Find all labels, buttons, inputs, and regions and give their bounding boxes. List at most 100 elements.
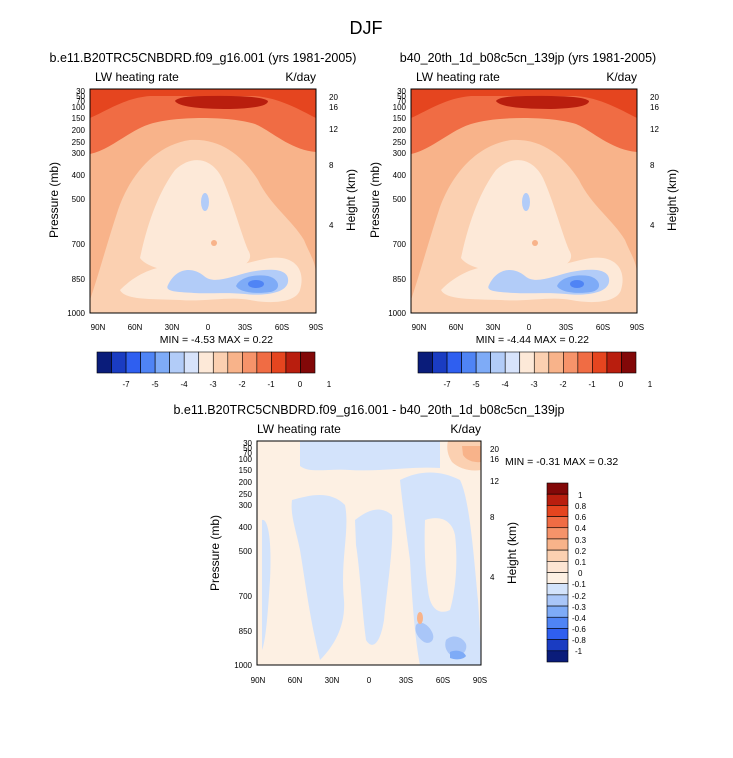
panel-b-colorbar-label: -7 <box>443 380 451 389</box>
panel-b-colorbar-label: -5 <box>472 380 480 389</box>
panel-a-x-ticks: 90N 60N 30N 0 30S 60S 90S <box>91 323 323 332</box>
panel-c-colorbar-label: -0.1 <box>572 580 586 589</box>
panel-c-y-tick: 250 <box>239 490 253 499</box>
panel-a-min-max: MIN = -4.53 MAX = 0.22 <box>160 334 273 346</box>
panel-a-y-tick: 850 <box>72 275 86 284</box>
panel-b-right-label: K/day <box>606 70 637 84</box>
panel-b-height-tick: 16 <box>650 103 659 112</box>
panel-b-right-ticks: 20 16 12 8 4 <box>650 93 659 230</box>
colorbar-box <box>111 351 127 374</box>
panel-c-surface-warm <box>417 612 423 624</box>
panel-b-right-axis-label: Height (km) <box>665 169 679 231</box>
colorbar-box <box>546 628 569 640</box>
panel-c-colorbar-label: 0.4 <box>575 524 587 533</box>
panel-c-colorbar: 1 0.8 0.6 0.4 0.3 0.2 0.1 0 -0.1 -0.2 -0… <box>546 482 587 663</box>
panel-b-y-tick: 500 <box>393 195 407 204</box>
panel-b-y-tick: 70 <box>397 97 406 106</box>
panel-a-height-tick: 20 <box>329 93 338 102</box>
panel-c-frame <box>256 440 482 666</box>
panel-c-surface-cold <box>415 622 434 643</box>
colorbar-box <box>546 516 569 529</box>
panel-c-y-tick: 100 <box>239 455 253 464</box>
panel-c-colorbar-label: -0.4 <box>572 614 586 623</box>
panel-c-height-tick: 4 <box>490 573 495 582</box>
colorbar-box <box>490 351 506 374</box>
panel-a-field <box>90 89 316 313</box>
panel-c-y-tick: 150 <box>239 466 253 475</box>
panel-c-colorbar-label: -0.6 <box>572 625 586 634</box>
panel-a-colorbar-label: 0 <box>298 380 303 389</box>
panel-b-y-ticks: 30 50 70 100 150 200 250 300 400 500 700… <box>388 87 406 318</box>
panel-a-x-tick: 60S <box>275 323 289 332</box>
colorbar-box <box>621 351 637 374</box>
panel-b-mid-cold-patch <box>522 193 530 211</box>
panel-c-tropics-cold-column <box>291 495 347 660</box>
panel-c-upper-cold <box>300 441 440 471</box>
panel-b-y-tick: 250 <box>393 138 407 147</box>
panel-c-colorbar-label: 0.2 <box>575 547 587 556</box>
panel-b-height-tick: 8 <box>650 161 655 170</box>
panel-a-x-tick: 30N <box>165 323 180 332</box>
panel-c-colorbar-label: -0.3 <box>572 603 586 612</box>
panel-a-y-axis-label: Pressure (mb) <box>47 162 61 238</box>
panel-a-y-tick: 150 <box>72 114 86 123</box>
panel-a-tropics-level <box>140 160 251 274</box>
figure-title: DJF <box>350 18 383 38</box>
colorbar-box <box>546 594 569 607</box>
panel-c-y-tick: 50 <box>243 444 252 453</box>
colorbar-box <box>546 561 569 573</box>
panel-a-y-tick: 700 <box>72 240 86 249</box>
panel-b-y-tick: 30 <box>397 87 406 96</box>
panel-a-y-tick: 300 <box>72 149 86 158</box>
colorbar-box <box>504 351 521 374</box>
panel-c-x-tick: 90N <box>251 676 266 685</box>
colorbar-box <box>169 351 185 374</box>
colorbar-box <box>271 351 287 374</box>
colorbar-box <box>533 351 550 374</box>
panel-a-colorbar-label: -4 <box>180 380 188 389</box>
colorbar-box <box>300 351 316 374</box>
panel-c-x-tick: 60S <box>436 676 450 685</box>
panel-a-colorbar: -7 -5 -4 -3 -2 -1 0 1 <box>96 351 332 389</box>
panel-c-colorbar-label: 0.3 <box>575 536 587 545</box>
panel-a-y-tick: 30 <box>76 87 85 96</box>
panel-c-height-tick: 16 <box>490 455 499 464</box>
colorbar-box <box>432 351 448 374</box>
panel-a-height-tick: 16 <box>329 103 338 112</box>
panel-c-title: b.e11.B20TRC5CNBDRD.f09_g16.001 - b40_20… <box>173 403 564 417</box>
panel-b-title: b40_20th_1d_b08c5cn_139jp (yrs 1981-2005… <box>400 51 656 65</box>
panel-c-field <box>257 441 481 665</box>
colorbar-box <box>183 351 200 374</box>
panel-b-x-tick: 0 <box>527 323 532 332</box>
panel-c-y-tick: 70 <box>243 449 252 458</box>
panel-c-colorbar-label: 0.1 <box>575 558 587 567</box>
panel-c-y-tick: 300 <box>239 501 253 510</box>
colorbar-box <box>475 351 491 374</box>
panel-c-height-tick: 20 <box>490 445 499 454</box>
panel-b-y-tick: 300 <box>393 149 407 158</box>
panel-a-y-tick: 250 <box>72 138 86 147</box>
panel-b-colorbar-label: -3 <box>530 380 538 389</box>
panel-c-height-tick: 12 <box>490 477 499 486</box>
panel-b-field <box>411 89 637 313</box>
panel-b-y-axis-label: Pressure (mb) <box>368 162 382 238</box>
panel-c-y-tick: 850 <box>239 627 253 636</box>
panel-a-x-tick: 30S <box>238 323 252 332</box>
panel-c-y-ticks: 30 50 70 100 150 200 250 300 400 500 700… <box>234 439 252 670</box>
colorbar-box <box>546 583 569 596</box>
panel-b-colorbar-label: 0 <box>619 380 624 389</box>
panel-b-y-tick: 1000 <box>388 309 406 318</box>
colorbar-box <box>242 351 258 374</box>
colorbar-box <box>546 639 569 652</box>
panel-a-left-label: LW heating rate <box>95 70 179 84</box>
panel-b-frame <box>410 88 638 314</box>
panel-c-colorbar-label: 1 <box>578 491 583 500</box>
colorbar-box <box>546 549 569 562</box>
panel-b-colorbar: -7 -5 -4 -3 -2 -1 0 1 <box>417 351 653 389</box>
panel-a-colorbar-label: -5 <box>151 380 159 389</box>
colorbar-box <box>546 616 569 629</box>
panel-b-tropics-level <box>461 160 572 274</box>
panel-c-surface-cold-2 <box>445 636 467 657</box>
panel-b-y-tick: 150 <box>393 114 407 123</box>
